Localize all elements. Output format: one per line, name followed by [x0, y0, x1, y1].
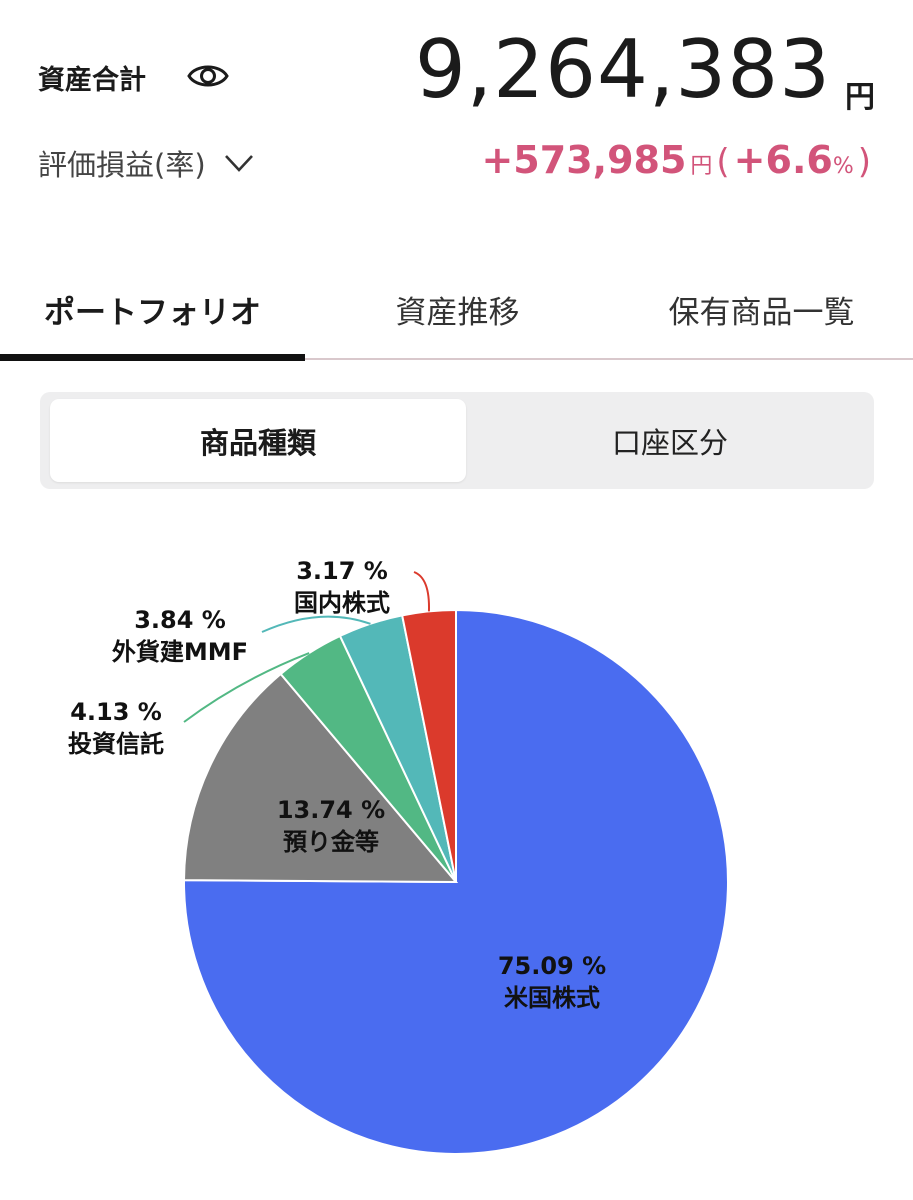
chevron-down-icon — [224, 155, 253, 172]
tab-holdings-list[interactable]: 保有商品一覧 — [668, 294, 855, 331]
slice-name-us-stocks: 米国株式 — [504, 984, 600, 1012]
profit-loss-rate: +6.6 — [733, 138, 833, 182]
profit-loss-unit: 円 — [690, 154, 713, 179]
profit-loss-open-paren: ( — [716, 142, 730, 182]
slice-percent-jp-stocks: 3.17 % — [296, 557, 388, 585]
slice-name-mutual-funds: 投資信託 — [68, 730, 164, 758]
portfolio-pie-chart: 75.09 % 米国株式 13.74 % 預り金等 4.13 % 投資信託 3.84 % 外貨… — [68, 557, 729, 1155]
slice-name-foreign-mmf: 外貨建MMF — [112, 638, 248, 666]
segment-account-type[interactable]: 口座区分 — [611, 425, 728, 460]
slice-name-jp-stocks: 国内株式 — [294, 589, 390, 617]
profit-loss-percent-sign: % — [832, 154, 854, 179]
total-assets-label: 資産合計 — [38, 65, 146, 96]
total-assets-unit: 円 — [845, 80, 875, 115]
main-tabs: ポートフォリオ 資産推移 保有商品一覧 — [0, 262, 913, 362]
slice-name-deposits: 預り金等 — [283, 828, 379, 856]
segment-product-type[interactable]: 商品種類 — [50, 399, 466, 482]
tab-portfolio[interactable]: ポートフォリオ — [44, 294, 261, 331]
slice-percent-mutual-funds: 4.13 % — [70, 698, 162, 726]
leader-line-foreign-mmf — [261, 615, 371, 633]
segmented-control: 商品種類 口座区分 — [40, 392, 874, 489]
profit-loss-value: +573,985 円 ( +6.6 % ) — [481, 138, 875, 182]
leader-line-mutual-funds — [183, 652, 310, 723]
tab-divider — [305, 358, 913, 360]
profit-loss-close-paren: ) — [857, 142, 871, 182]
slice-percent-foreign-mmf: 3.84 % — [134, 606, 226, 634]
profit-loss-label: 評価損益(率) — [38, 148, 206, 182]
pie-slice-deposits — [182, 672, 459, 884]
leader-line-jp-stocks — [413, 571, 430, 612]
active-tab-indicator — [0, 354, 305, 361]
profit-loss-amount: +573,985 — [481, 138, 687, 182]
slice-percent-deposits: 13.74 % — [277, 796, 385, 824]
profit-loss-selector[interactable]: 評価損益(率) — [38, 142, 256, 184]
slice-percent-us-stocks: 75.09 % — [498, 952, 606, 980]
tab-asset-history[interactable]: 資産推移 — [395, 294, 520, 331]
eye-icon[interactable] — [186, 59, 230, 93]
total-assets-value: 9,264,383 — [414, 23, 831, 116]
pie-slice-us-stocks — [183, 608, 729, 1155]
